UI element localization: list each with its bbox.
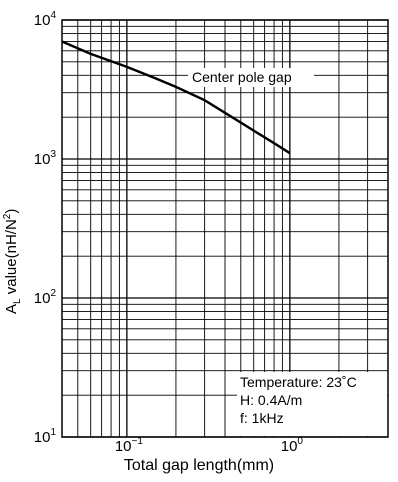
y-label-end: ) — [3, 208, 20, 214]
annotation-line: f: 1kHz — [240, 410, 284, 426]
y-label-sub: L — [12, 298, 23, 304]
y-axis-label: AL value(nH/N2) — [2, 184, 24, 314]
y-label-sup: 2 — [2, 213, 13, 220]
tick-labels: 101 102 103 104 10−1 100 — [34, 10, 304, 455]
plot-frame — [61, 19, 389, 438]
x-tick-label: 10−1 — [115, 436, 144, 455]
minor-grid — [61, 20, 389, 437]
series-line-center-pole-gap — [61, 40, 291, 155]
y-label-rest: value(nH/N — [3, 219, 20, 299]
x-tick-label: 100 — [281, 436, 304, 455]
y-tick-label: 104 — [34, 10, 57, 29]
conditions-annotation: Temperature: 23˚C H: 0.4A/m f: 1kHz — [240, 374, 357, 426]
x-axis-label: Total gap length(mm) — [123, 457, 275, 474]
y-tick-label: 101 — [34, 427, 57, 446]
annotation-line: H: 0.4A/m — [240, 392, 302, 408]
series-label-background — [188, 68, 314, 87]
y-tick-label: 103 — [34, 149, 57, 168]
annotation-line: Temperature: 23˚C — [240, 374, 357, 390]
y-label-a: A — [3, 303, 20, 314]
annotation-box — [237, 372, 387, 436]
y-tick-label: 102 — [34, 288, 57, 307]
series-label-center-pole-gap: Center pole gap — [192, 69, 292, 85]
